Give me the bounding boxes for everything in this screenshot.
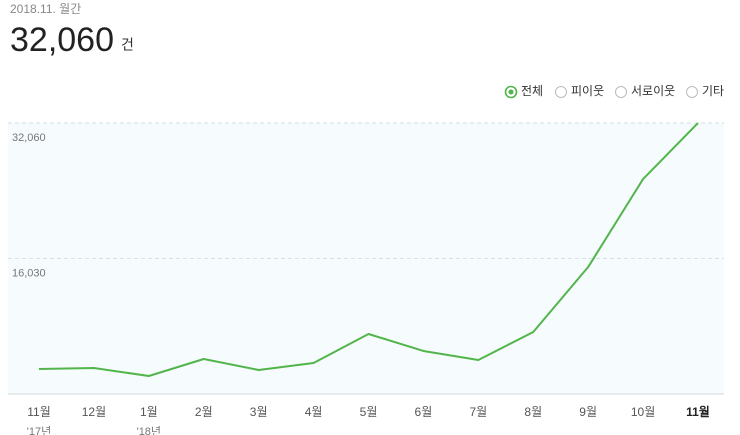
x-tick-label: 4월 bbox=[305, 405, 323, 419]
filter-label[interactable]: 피이웃 bbox=[571, 84, 604, 98]
x-tick-label: 5월 bbox=[360, 405, 378, 419]
x-tick-label: 1월 bbox=[140, 405, 158, 419]
filter-radio[interactable] bbox=[686, 86, 698, 98]
x-tick-label: 10월 bbox=[631, 405, 655, 419]
x-sublabel: '17년 bbox=[27, 425, 51, 435]
x-tick-label: 11월 bbox=[27, 405, 51, 419]
period-label: 2018.11. 월간 bbox=[10, 2, 81, 16]
filter-radio[interactable] bbox=[615, 86, 627, 98]
y-tick-label: 16,030 bbox=[12, 267, 46, 279]
y-tick-label: 32,060 bbox=[12, 132, 46, 144]
x-tick-label: 9월 bbox=[579, 405, 597, 419]
x-tick-label: 2월 bbox=[195, 405, 213, 419]
x-tick-label: 8월 bbox=[524, 405, 542, 419]
x-tick-label: 6월 bbox=[415, 405, 433, 419]
filter-label[interactable]: 전체 bbox=[521, 84, 543, 98]
x-tick-label: 11월 bbox=[686, 404, 710, 419]
total-count: 32,060 bbox=[10, 21, 114, 59]
x-tick-label: 7월 bbox=[469, 405, 487, 419]
filter-radio-dot bbox=[508, 89, 514, 95]
data-line bbox=[38, 122, 699, 377]
x-tick-label: 12월 bbox=[82, 405, 106, 419]
total-unit: 건 bbox=[121, 37, 134, 53]
x-sublabel: '18년 bbox=[137, 425, 161, 435]
filter-label[interactable]: 서로이웃 bbox=[631, 84, 675, 98]
filter-label[interactable]: 기타 bbox=[702, 84, 724, 98]
filter-radio[interactable] bbox=[555, 86, 567, 98]
x-tick-label: 3월 bbox=[250, 405, 268, 419]
